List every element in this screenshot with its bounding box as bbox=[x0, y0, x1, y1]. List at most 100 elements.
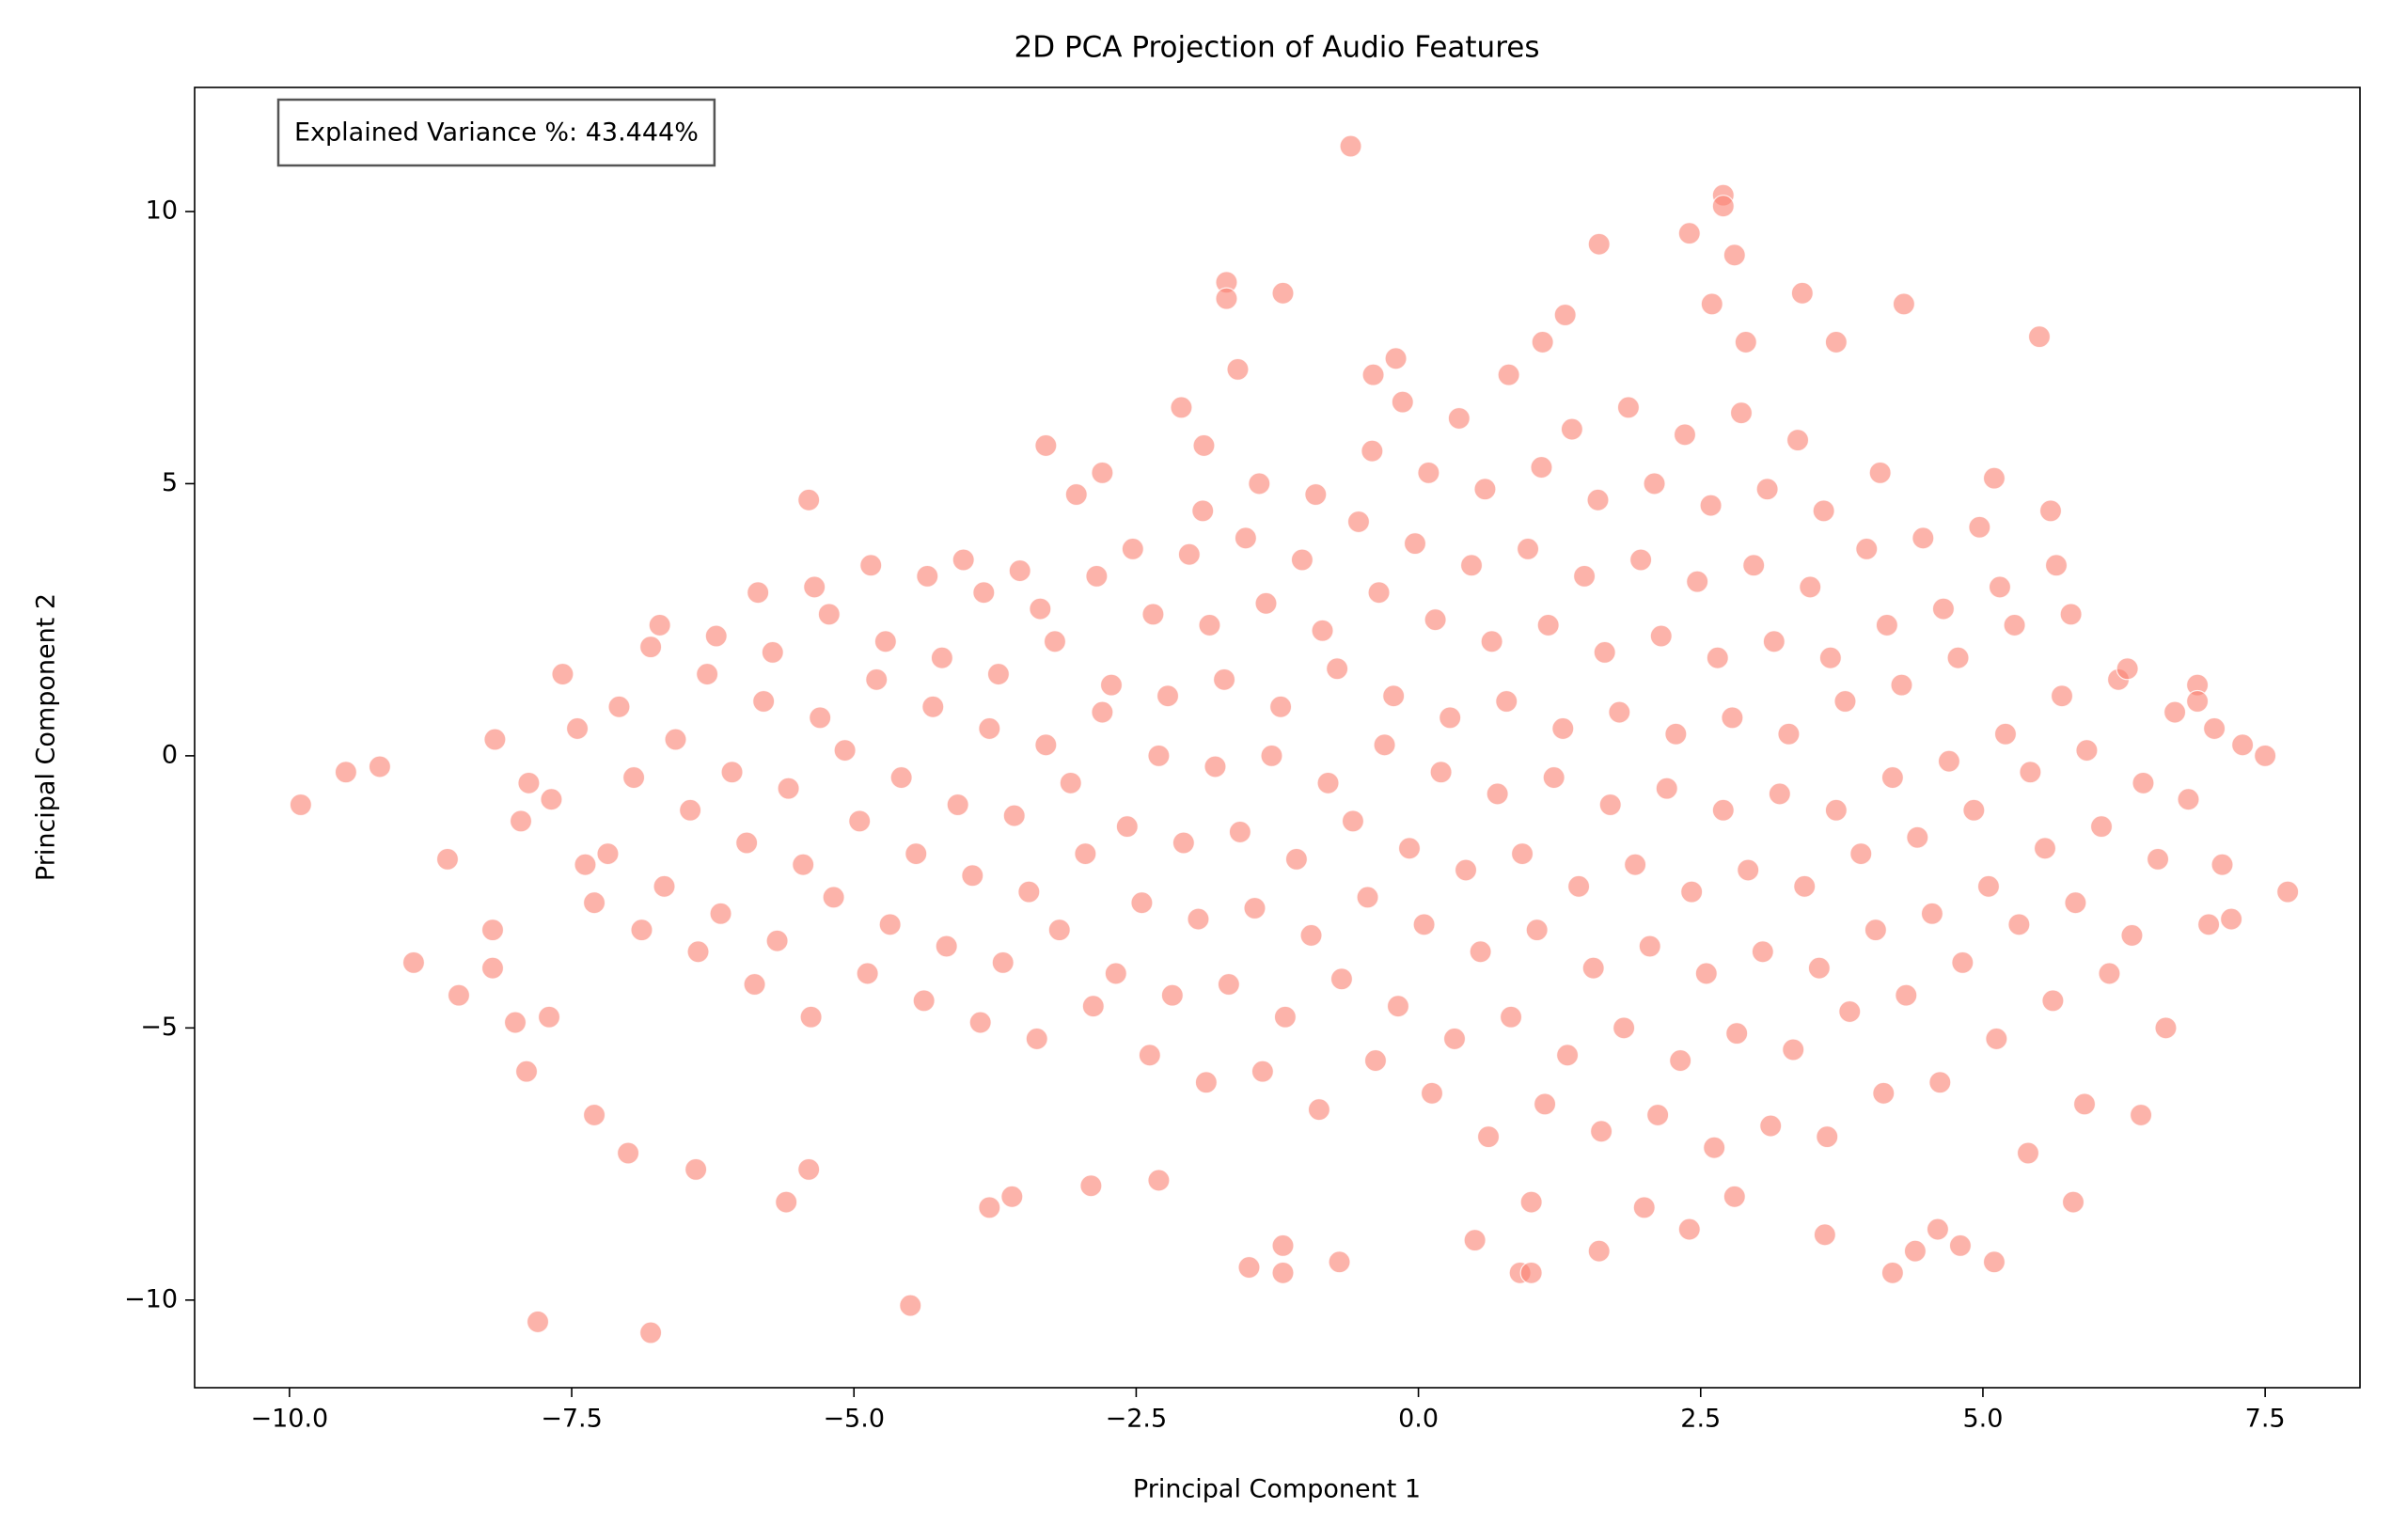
point bbox=[1194, 1071, 1218, 1094]
point bbox=[2098, 962, 2121, 985]
point bbox=[1759, 1114, 1783, 1138]
point bbox=[1560, 417, 1583, 441]
point bbox=[704, 624, 728, 648]
point bbox=[1824, 330, 1848, 354]
point bbox=[1892, 292, 1916, 316]
point bbox=[1204, 755, 1227, 778]
x-axis-label: Principal Component 1 bbox=[1133, 1475, 1421, 1504]
point bbox=[648, 613, 671, 637]
point bbox=[1920, 902, 1944, 925]
point bbox=[514, 1060, 539, 1083]
point bbox=[1833, 689, 1857, 714]
point bbox=[1880, 765, 1904, 790]
point bbox=[1329, 967, 1354, 991]
point bbox=[1170, 396, 1193, 419]
point bbox=[2033, 837, 2057, 860]
point bbox=[1429, 761, 1453, 784]
point bbox=[2041, 989, 2065, 1013]
point bbox=[1121, 537, 1144, 561]
point bbox=[630, 919, 653, 942]
point bbox=[856, 962, 879, 985]
point bbox=[1386, 995, 1410, 1018]
point bbox=[1777, 722, 1801, 746]
point bbox=[935, 935, 958, 958]
point bbox=[1525, 919, 1549, 942]
point bbox=[1593, 640, 1616, 665]
point bbox=[1664, 722, 1688, 746]
point bbox=[1147, 1169, 1171, 1192]
annotation: Explained Variance %: 43.444% bbox=[294, 118, 699, 148]
point bbox=[1138, 1044, 1161, 1067]
point bbox=[2146, 847, 2170, 871]
point bbox=[696, 662, 719, 686]
point bbox=[1649, 624, 1673, 648]
point bbox=[1799, 575, 1822, 599]
point bbox=[952, 548, 975, 572]
point bbox=[1141, 603, 1165, 626]
point bbox=[1367, 581, 1391, 605]
point bbox=[1115, 815, 1139, 839]
point bbox=[1237, 1255, 1261, 1280]
point bbox=[2044, 554, 2069, 577]
point bbox=[1417, 461, 1440, 484]
point bbox=[1531, 330, 1554, 354]
point bbox=[1742, 554, 1766, 577]
point bbox=[803, 575, 826, 599]
point bbox=[2075, 739, 2099, 762]
point bbox=[2003, 613, 2026, 637]
point bbox=[1008, 558, 1031, 583]
point bbox=[1271, 281, 1295, 305]
point bbox=[1533, 1092, 1557, 1116]
point bbox=[2120, 923, 2144, 948]
point bbox=[1737, 858, 1760, 882]
point bbox=[972, 581, 996, 605]
point bbox=[1034, 733, 1058, 757]
point bbox=[747, 581, 770, 605]
point bbox=[1911, 526, 1935, 550]
point bbox=[1872, 1081, 1896, 1105]
point bbox=[1307, 1098, 1331, 1122]
x-tick-label: −7.5 bbox=[541, 1405, 603, 1434]
point bbox=[991, 951, 1015, 974]
point bbox=[565, 716, 590, 741]
point bbox=[1587, 1239, 1611, 1263]
point bbox=[1017, 880, 1041, 904]
point bbox=[1818, 646, 1842, 669]
point bbox=[1081, 995, 1105, 1018]
point bbox=[1476, 1125, 1501, 1149]
point bbox=[1226, 357, 1250, 381]
point bbox=[1721, 706, 1744, 730]
point bbox=[752, 689, 776, 714]
point bbox=[809, 706, 832, 730]
point bbox=[1454, 858, 1478, 882]
point bbox=[2276, 880, 2300, 904]
point bbox=[1536, 613, 1560, 637]
point bbox=[1104, 962, 1127, 985]
point bbox=[483, 728, 507, 751]
point bbox=[1420, 1081, 1444, 1105]
point bbox=[1982, 466, 2006, 490]
point bbox=[916, 564, 939, 588]
point bbox=[1725, 1022, 1749, 1045]
point bbox=[621, 765, 646, 790]
point bbox=[2038, 499, 2063, 523]
point bbox=[1156, 684, 1180, 708]
point bbox=[1638, 935, 1661, 958]
point bbox=[1412, 913, 1436, 936]
point bbox=[1875, 613, 1898, 637]
point bbox=[1099, 673, 1124, 697]
point bbox=[435, 847, 460, 871]
point bbox=[2129, 1103, 2153, 1127]
point bbox=[2089, 815, 2114, 839]
point bbox=[1391, 390, 1414, 414]
point bbox=[1074, 841, 1097, 866]
point bbox=[986, 662, 1011, 686]
point bbox=[1480, 630, 1503, 653]
point bbox=[1373, 733, 1396, 757]
point bbox=[2116, 657, 2139, 681]
point bbox=[607, 695, 631, 718]
point bbox=[1816, 1125, 1839, 1149]
point bbox=[1299, 923, 1323, 948]
point bbox=[1442, 1027, 1467, 1051]
point bbox=[878, 913, 902, 936]
